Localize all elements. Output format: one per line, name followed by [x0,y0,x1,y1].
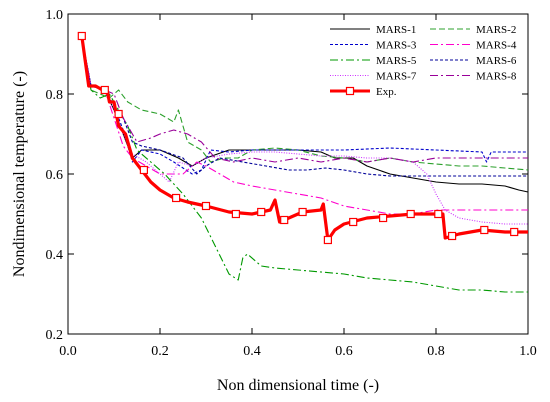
legend: MARS-1 MARS-2 MARS-3 MARS-4 MARS-5 MARS-6 MARS… [330,24,517,98]
legend-label: MARS-5 [376,55,417,67]
plot-frame [67,13,529,335]
series-line-mars-6 [81,37,528,177]
series-group [77,31,529,293]
x-axis-title: Non dimensional time (-) [217,377,379,394]
legend-label: MARS-2 [476,24,516,36]
exp-marker [379,213,388,223]
exp-marker [480,225,489,235]
legend-label: MARS-7 [376,71,417,83]
x-tick-label: 0.0 [59,344,77,359]
exp-marker [172,193,181,203]
legend-label: MARS-6 [476,55,517,67]
x-tick-label: 1.0 [519,344,537,359]
series-line-mars-1 [81,37,529,193]
series-line-mars-4 [81,37,528,215]
y-tick-label: 0.2 [46,328,64,343]
exp-marker [201,201,211,211]
x-tick-label: 0.2 [151,344,169,359]
exp-marker [100,85,109,95]
legend-label: MARS-8 [476,71,517,83]
exp-marker [448,231,457,241]
legend-label: MARS-4 [476,40,517,52]
exp-marker [77,31,86,41]
y-axis-title: Nondimensional temperature (-) [11,71,28,277]
exp-marker [114,109,123,119]
exp-marker [257,207,266,217]
exp-marker [323,235,332,245]
legend-label: MARS-3 [376,40,417,52]
exp-marker [406,209,415,219]
series-line-mars-2 [81,37,529,171]
exp-marker [434,209,443,219]
y-tick-label: 0.8 [46,88,64,103]
series-line-mars-8 [81,37,528,163]
exp-marker [231,209,240,219]
y-tick-label: 0.4 [46,248,64,263]
series-line-mars-7 [81,37,528,225]
y-tick-label: 1.0 [46,8,64,23]
exp-marker [349,217,358,227]
axis-ticks: 0.0 0.2 0.4 0.6 0.8 1.00.20.40.60.81.0 [46,8,537,359]
legend-marker [345,86,355,96]
series-line-exp [80,35,528,242]
x-tick-label: 0.8 [427,344,445,359]
y-tick-label: 0.6 [46,168,64,183]
series-line-mars-5 [81,37,528,293]
exp-marker [510,227,519,237]
x-tick-label: 0.4 [243,344,261,359]
exp-marker [298,207,307,217]
series-line-mars-3 [81,37,528,175]
x-tick-label: 0.6 [335,344,353,359]
legend-label: Exp. [376,86,397,98]
legend-label: MARS-1 [376,24,416,36]
exp-marker [280,215,289,225]
exp-marker [139,165,148,175]
